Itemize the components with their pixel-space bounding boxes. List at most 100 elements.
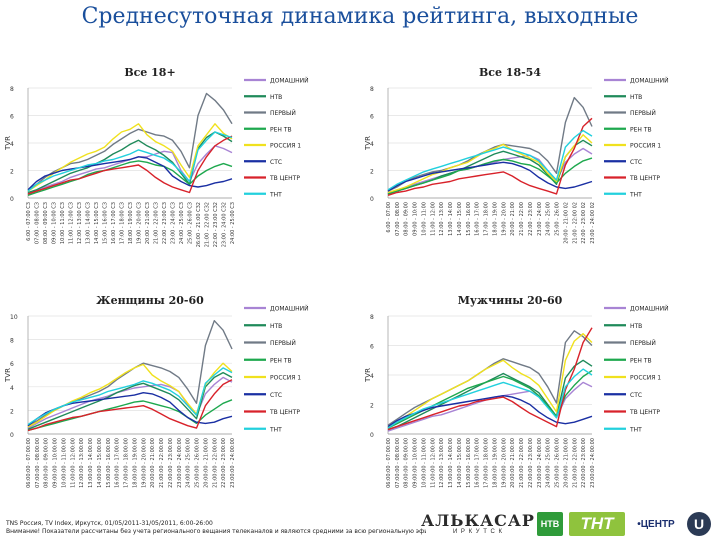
series-line-tnt	[387, 129, 593, 191]
series-line-rossiya-1	[27, 123, 233, 192]
alkasar-city-text: И Р К У Т С К	[452, 528, 504, 535]
series-line-tv-centr	[387, 117, 593, 196]
x-tick-label: 20:00:00 - 21:00:00	[563, 438, 569, 488]
x-tick-label: 22:00 - 23:00	[528, 202, 534, 236]
x-tick-label: 22:00:00 - 23:00:00	[221, 438, 227, 488]
x-tick-label: 15:00:00 - 16:00:00	[106, 438, 112, 488]
x-tick-label: 25:00 - 26:00	[555, 202, 561, 236]
y-axis-label: TVR	[4, 136, 12, 151]
x-tick-label: 6:00 - 07:00 СЗ	[26, 202, 32, 241]
y-tick-label: 6	[10, 114, 14, 121]
x-tick-label: 19:00 - 20:00	[501, 202, 507, 236]
x-tick-label: 14:00 - 15:00 СЗ	[94, 202, 100, 244]
x-tick-label: 24:00:00 - 25:00:00	[186, 438, 192, 488]
x-tick-label: 11:00 - 12:00 СЗ	[69, 202, 75, 244]
x-tick-label: 22:00 - 23:00 СЗ2	[213, 202, 219, 247]
legend-label: ТВ ЦЕНТР	[269, 175, 300, 182]
x-tick-label: 24:00 - 25:00	[546, 202, 552, 236]
legend-label: РЕН ТВ	[630, 126, 652, 133]
series-line-ren-tv	[27, 160, 233, 196]
x-tick-label: 21:00 - 22:00 СЗ2	[205, 202, 211, 247]
series-line-tv-centr	[27, 379, 233, 432]
legend-label: СТС	[270, 159, 282, 166]
x-tick-label: 09:00 - 10:00 СЗ	[52, 202, 58, 244]
series-line-tnt	[27, 367, 233, 426]
x-tick-label: 23:00 - 24:00 СЗ2	[222, 202, 228, 247]
y-tick-label: 6	[370, 114, 374, 121]
x-tick-label: 07:00 - 08:00 СЗ	[35, 202, 41, 244]
x-tick-label: 07:00 - 08:00	[395, 202, 401, 236]
y-tick-label: 6	[10, 361, 14, 368]
x-tick-label: 13:00 - 14:00 СЗ	[86, 202, 92, 244]
x-tick-label: 19:00:00 - 20:00:00	[141, 438, 147, 488]
y-tick-label: 0	[370, 432, 374, 439]
x-tick-label: 21:00 - 22:00	[519, 202, 525, 236]
series-line-ntv	[27, 131, 233, 194]
legend-label: ПЕРВЫЙ	[270, 340, 296, 347]
x-tick-label: 25:00 - 26:00 СЗ	[188, 202, 194, 244]
x-tick-label: 24:00:00 - 25:00:00	[546, 438, 552, 488]
legend-label: ТНТ	[629, 426, 642, 433]
legend-label: НТВ	[630, 94, 642, 101]
x-tick-label: 12:00:00 - 13:00:00	[79, 438, 85, 488]
chart-panel-all-18plus: Все 18+ 0 2 4 6 8 TVR 6:00 - 07:00 СЗ 07:00 - 08…	[0, 60, 360, 280]
x-tick-label: 26:00 - 21:00 СЗ2	[196, 202, 202, 247]
x-tick-label: 23:00 - 24:00 02	[590, 202, 596, 244]
tvc-logo: •ЦЕНТР	[629, 512, 683, 536]
x-tick-label: 23:00 - 24:00	[537, 202, 543, 236]
legend-label: ДОМАШНИЙ	[630, 78, 669, 85]
series-line-tnt	[27, 131, 233, 192]
x-tick-label: 21:00:00 - 22:00:00	[159, 438, 165, 488]
legend-label: СТС	[630, 159, 642, 166]
x-tick-label: 20:00:00 - 21:00:00	[150, 438, 156, 488]
legend-label: НТВ	[270, 94, 282, 101]
legend-label: СТС	[630, 392, 642, 399]
x-tick-label: 16:00:00 - 17:00:00	[475, 438, 481, 488]
y-tick-label: 2	[370, 403, 374, 410]
x-tick-label: 20:00 - 21:00	[510, 202, 516, 236]
x-tick-label: 13:00 - 14:00	[448, 202, 454, 236]
legend-label: ДОМАШНИЙ	[270, 306, 309, 313]
x-tick-label: 6:00 - 07:00	[386, 202, 392, 233]
x-tick-label: 17:00:00 - 18:00:00	[484, 438, 490, 488]
x-tick-label: 10:00 - 11:00	[421, 202, 427, 236]
legend-label: РОССИЯ 1	[270, 375, 301, 382]
legend-label: РЕН ТВ	[270, 126, 292, 133]
legend-label: РОССИЯ 1	[630, 375, 661, 382]
disclaimer-note: Внимание! Показатели рассчитаны без учет…	[6, 528, 426, 535]
x-tick-label: 12:00 - 13:00	[439, 202, 445, 236]
x-tick-label: 06:00:00 - 07:00:00	[26, 438, 32, 488]
x-tick-label: 20:00:00 - 21:00:00	[203, 438, 209, 488]
legend-label: РОССИЯ 1	[630, 143, 661, 150]
x-tick-label: 08:00:00 - 09:00:00	[44, 438, 50, 488]
x-tick-label: 18:00 - 19:00 СЗ	[128, 202, 134, 244]
x-tick-label: 25:00:00 - 26:00:00	[555, 438, 561, 488]
channel-logos: АЛЬКАСАР И Р К У Т С К НТВ ТНТ •ЦЕНТР U	[421, 508, 717, 540]
x-tick-label: 19:00 - 20:00 СЗ	[137, 202, 143, 244]
x-tick-label: 11:00:00 - 12:00:00	[70, 438, 76, 488]
x-tick-label: 20:00 - 21:00 02	[563, 202, 569, 244]
y-axis-label: TVR	[364, 136, 372, 151]
tnt-logo-text: ТНТ	[580, 514, 614, 533]
u-logo-text: U	[693, 516, 705, 532]
u-channel-logo: U	[687, 512, 711, 536]
y-tick-label: 8	[370, 86, 374, 93]
x-tick-label: 16:00 - 17:00	[475, 202, 481, 236]
y-tick-label: 0	[10, 432, 14, 439]
series-line-tnt	[387, 368, 593, 429]
x-tick-label: 17:00:00 - 18:00:00	[124, 438, 130, 488]
x-tick-label: 21:00 - 22:00 02	[572, 202, 578, 244]
legend-label: ПЕРВЫЙ	[270, 110, 296, 117]
legend-label: ТВ ЦЕНТР	[629, 175, 660, 182]
y-axis-label: TVR	[364, 368, 372, 383]
legend-label: ТВ ЦЕНТР	[629, 409, 660, 416]
page-title: Среднесуточная динамика рейтинга, выходн…	[81, 4, 639, 29]
x-tick-label: 16:00 - 17:00 СЗ	[111, 202, 117, 244]
x-tick-label: 09:00 - 10:00	[413, 202, 419, 236]
x-tick-label: 10:00 - 11:00 СЗ	[60, 202, 66, 244]
series-line-rossiya-1	[387, 333, 593, 428]
x-tick-label: 12:00:00 - 13:00:00	[439, 438, 445, 488]
source-note: TNS Россия, TV Index, Иркутск, 01/05/201…	[6, 520, 213, 527]
x-tick-label: 23:00 - 24:00 СЗ	[171, 202, 177, 244]
series-line-rossiya-1	[387, 134, 593, 194]
